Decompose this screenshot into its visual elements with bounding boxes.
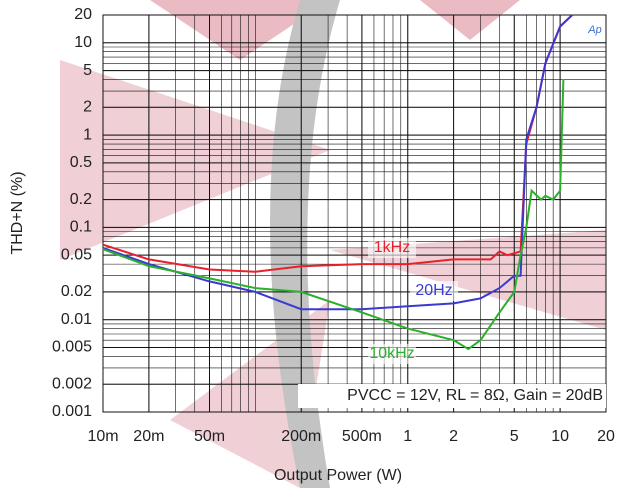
watermark: [60, 0, 606, 488]
annotation-bg: [298, 384, 606, 408]
y-tick-label: 0.01: [61, 311, 92, 328]
y-tick-label: 0.5: [70, 154, 92, 171]
y-tick-label: 0.02: [61, 283, 92, 300]
series-line: [102, 79, 565, 351]
x-tick-label: 5: [510, 428, 519, 445]
series-label: 20Hz: [415, 282, 452, 299]
series-label-bg: [368, 344, 416, 364]
plot-area: [102, 14, 607, 413]
x-tick-label: 200m: [281, 428, 321, 445]
series-line: [102, 14, 573, 311]
series-label-bg: [368, 238, 416, 258]
y-tick-label: 0.001: [52, 403, 92, 420]
series-label-bg: [410, 281, 458, 301]
x-tick-label: 500m: [342, 428, 382, 445]
y-tick-label: 1: [83, 126, 92, 143]
x-tick-label: 1: [403, 428, 412, 445]
y-tick-label: 2: [83, 99, 92, 116]
y-tick-label: 20: [74, 6, 92, 23]
y-axis-label: THD+N (%): [9, 171, 26, 254]
y-tick-label: 0.2: [70, 191, 92, 208]
x-tick-label: 10: [551, 428, 569, 445]
x-tick-label: 2: [449, 428, 458, 445]
x-tick-label: 50m: [194, 428, 225, 445]
y-tick-label: 0.002: [52, 375, 92, 392]
series-label: 10kHz: [369, 345, 414, 362]
annotation: PVCC = 12V, RL = 8Ω, Gain = 20dB: [347, 387, 603, 404]
series-label: 1kHz: [374, 239, 410, 256]
y-tick-label: 0.005: [52, 339, 92, 356]
x-tick-label: 20m: [133, 428, 164, 445]
x-axis-label: Output Power (W): [274, 467, 402, 484]
y-tick-label: 0.05: [61, 246, 92, 263]
x-tick-label: 20: [597, 428, 615, 445]
y-tick-label: 10: [74, 34, 92, 51]
logo: Ap: [587, 24, 601, 36]
x-tick-label: 10m: [87, 428, 118, 445]
y-tick-label: 0.1: [70, 219, 92, 236]
y-tick-label: 5: [83, 62, 92, 79]
